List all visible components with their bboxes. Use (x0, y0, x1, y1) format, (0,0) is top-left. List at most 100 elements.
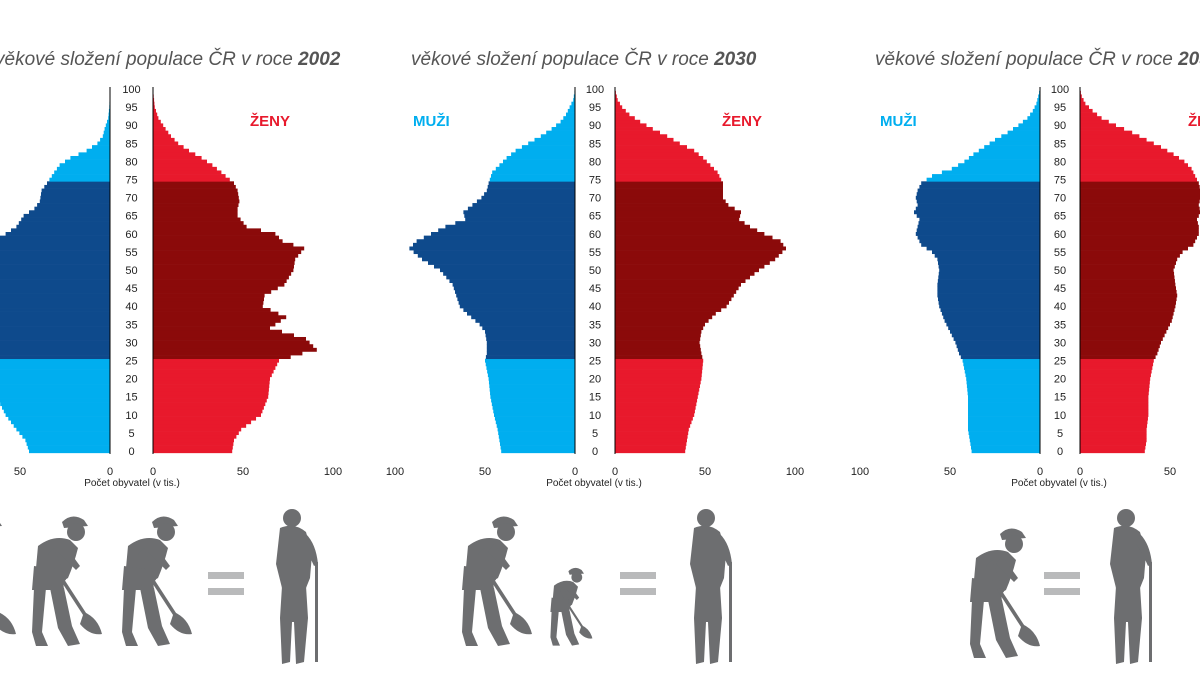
male-bar-age-23 (964, 365, 1040, 370)
female-bar-age-47 (615, 279, 746, 284)
male-bar-age-71 (41, 192, 110, 197)
male-bar-age-38 (467, 311, 575, 316)
female-bar-age-4 (1080, 434, 1147, 439)
female-bar-age-6 (1080, 427, 1147, 432)
female-bar-age-22 (153, 369, 274, 374)
male-bar-age-48 (0, 275, 111, 280)
male-bar-age-81 (968, 155, 1040, 160)
male-bar-age-82 (78, 152, 110, 157)
female-bar-age-61 (615, 228, 758, 233)
male-bar-age-13 (491, 402, 575, 407)
male-bar-age-51 (434, 264, 575, 269)
male-bar-age-36 (475, 318, 575, 323)
female-bar-age-20 (153, 376, 270, 381)
female-bar-age-81 (615, 155, 704, 160)
age-tick-label: 100 (122, 84, 140, 96)
male-bar-age-9 (494, 416, 575, 421)
male-bar-age-69 (916, 199, 1040, 204)
female-bar-age-68 (1080, 203, 1199, 207)
male-bar-age-3 (25, 438, 110, 443)
age-tick-label: 95 (589, 102, 601, 114)
age-tick-label: 5 (128, 428, 134, 440)
female-bar-age-24 (615, 362, 703, 367)
female-bar-age-49 (153, 271, 292, 276)
age-tick-label: 75 (589, 175, 601, 187)
chart-title: věkové složení populace ČR v roce 2030 (411, 48, 757, 70)
female-bar-age-13 (1080, 402, 1149, 407)
female-bar-age-30 (615, 340, 700, 345)
female-bar-age-69 (1080, 199, 1200, 204)
female-bar-age-83 (1080, 148, 1168, 153)
female-bar-age-10 (1080, 413, 1149, 417)
male-bar-age-61 (916, 228, 1040, 233)
male-bar-age-97 (573, 98, 575, 103)
female-bar-age-63 (615, 221, 745, 226)
male-bar-age-6 (16, 427, 110, 432)
female-bar-age-32 (1080, 333, 1165, 338)
female-bar-age-27 (1080, 351, 1158, 356)
age-tick-label: 50 (125, 265, 137, 277)
male-bar-age-59 (917, 235, 1040, 240)
female-bar-age-79 (153, 163, 213, 168)
age-tick-label: 30 (589, 337, 601, 349)
male-bar-age-11 (3, 409, 110, 414)
female-bar-age-45 (615, 286, 739, 291)
legend-female: ŽENY (722, 112, 762, 130)
age-tick-label: 35 (125, 319, 137, 331)
female-bar-age-79 (615, 163, 711, 168)
male-bar-age-56 (926, 246, 1040, 251)
female-bar-age-5 (153, 431, 239, 436)
male-bar-age-45 (453, 286, 575, 291)
female-bar-age-3 (615, 438, 687, 443)
age-tick-label: 100 (586, 84, 604, 96)
female-bar-age-33 (615, 329, 702, 334)
pyramid-panel-2030: věkové složení populace ČR v roce 2030 0… (386, 48, 804, 664)
female-bar-age-34 (1080, 326, 1169, 331)
male-bar-age-22 (0, 369, 110, 374)
male-bar-age-21 (0, 373, 110, 378)
male-bar-age-20 (0, 376, 111, 381)
x-tick-label: 50 (699, 466, 711, 478)
female-bar-age-35 (615, 322, 705, 327)
female-bar-age-39 (153, 308, 271, 312)
equals-icon (1044, 572, 1080, 595)
male-bar-age-8 (11, 420, 110, 425)
male-bar-age-98 (1038, 94, 1040, 99)
female-bar-age-73 (615, 184, 723, 189)
female-bar-age-96 (153, 101, 155, 106)
female-bar-age-31 (1080, 336, 1163, 341)
male-bar-age-63 (18, 221, 110, 226)
female-bar-age-42 (615, 297, 732, 302)
male-bar-age-67 (915, 206, 1040, 211)
male-bar-age-9 (8, 416, 110, 421)
male-bar-age-0 (501, 449, 575, 454)
male-bar-age-53 (422, 257, 575, 262)
age-tick-label: 10 (589, 410, 601, 422)
male-bar-age-93 (108, 112, 110, 117)
female-bar-age-65 (153, 213, 238, 218)
age-tick-label: 45 (125, 283, 137, 295)
male-bar-age-29 (0, 344, 111, 349)
female-bar-age-72 (153, 188, 238, 193)
female-bar-age-13 (153, 402, 266, 407)
elderly-person-icon (276, 509, 318, 664)
worker-shovel-icon (122, 516, 192, 646)
male-bar-age-12 (968, 405, 1040, 410)
worker-shovel-icon (0, 516, 16, 646)
male-bar-age-15 (0, 394, 111, 399)
age-tick-label: 5 (592, 428, 598, 440)
female-bar-age-57 (615, 242, 784, 247)
male-bar-age-93 (1030, 112, 1040, 117)
female-bar-age-19 (153, 380, 270, 385)
female-bar-age-40 (153, 304, 263, 309)
male-bar-age-12 (492, 405, 575, 410)
male-bar-age-0 (971, 449, 1040, 454)
female-bar-age-2 (615, 441, 687, 446)
female-bar-age-18 (615, 384, 700, 388)
male-bar-age-2 (500, 441, 575, 446)
female-bar-age-48 (153, 275, 289, 280)
male-bar-age-72 (917, 188, 1040, 193)
age-tick-label: 35 (1054, 319, 1066, 331)
female-bar-age-14 (615, 398, 698, 403)
